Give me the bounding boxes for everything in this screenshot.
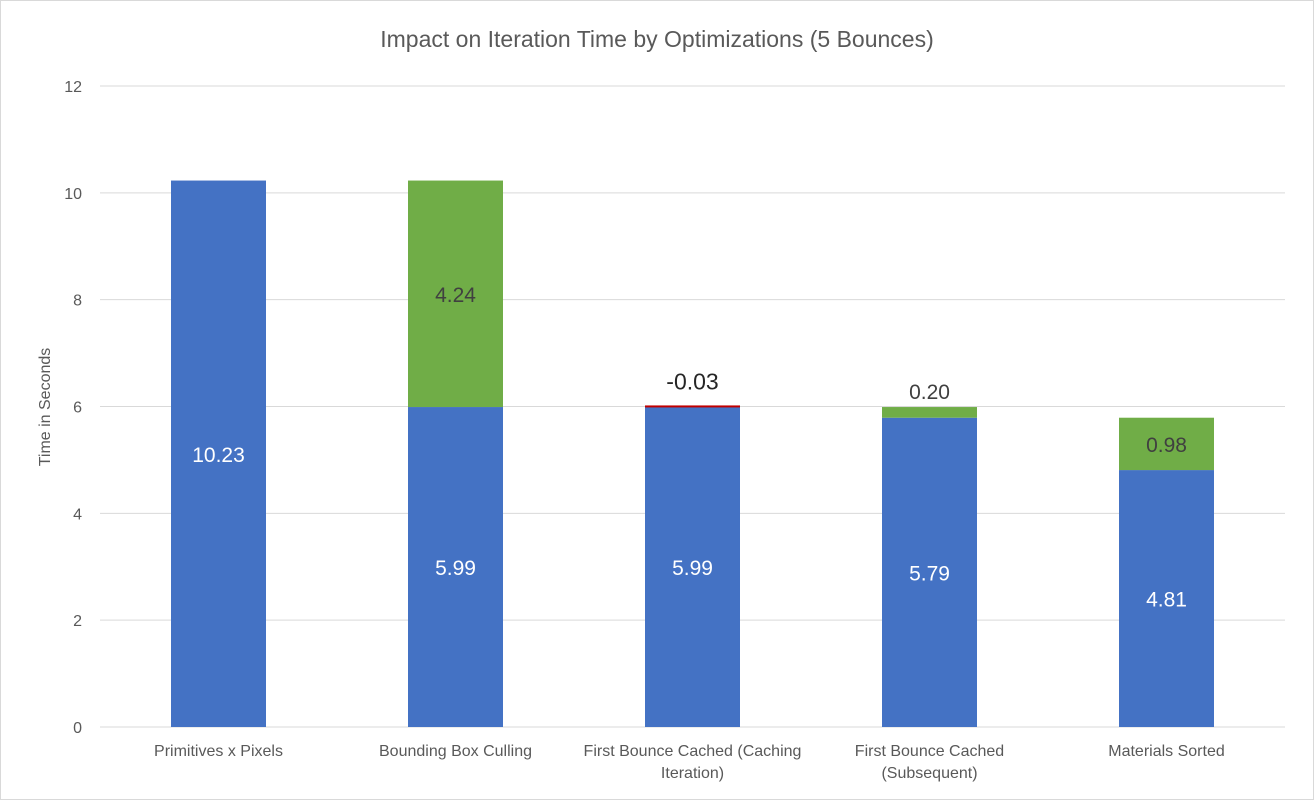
bar-decrement bbox=[645, 405, 740, 408]
y-tick-label: 6 bbox=[73, 400, 82, 417]
data-label-base: 4.81 bbox=[1146, 589, 1187, 612]
y-tick-label: 0 bbox=[73, 720, 82, 737]
x-category-label: First Bounce Cached (Caching Iteration) bbox=[584, 743, 802, 782]
x-category-label: Materials Sorted bbox=[1108, 743, 1225, 760]
bar-base bbox=[171, 180, 266, 728]
data-label-base: 5.99 bbox=[435, 557, 476, 580]
x-category-label: Primitives x Pixels bbox=[154, 743, 283, 760]
data-label-increment: 4.24 bbox=[435, 284, 476, 307]
chart-title: Impact on Iteration Time by Optimization… bbox=[380, 26, 934, 52]
data-label-increment: 0.20 bbox=[909, 381, 950, 404]
data-label-base: 5.99 bbox=[672, 557, 713, 580]
data-label-base: 5.79 bbox=[909, 562, 950, 585]
y-tick-label: 10 bbox=[64, 186, 82, 203]
bar-base bbox=[882, 417, 977, 727]
bar-base bbox=[1119, 470, 1214, 727]
bar-base bbox=[408, 407, 503, 727]
y-tick-label: 8 bbox=[73, 293, 82, 310]
bar-increment bbox=[1119, 417, 1214, 471]
y-tick-label: 4 bbox=[73, 506, 82, 523]
x-category-label: First Bounce Cached (Subsequent) bbox=[855, 743, 1004, 782]
y-tick-label: 12 bbox=[64, 79, 82, 96]
data-label-base: 10.23 bbox=[192, 444, 245, 467]
data-label-decrement: -0.03 bbox=[666, 368, 718, 394]
data-label-increment: 0.98 bbox=[1146, 434, 1187, 457]
bar-base bbox=[645, 407, 740, 727]
x-category-label: Bounding Box Culling bbox=[379, 743, 532, 760]
bar-increment bbox=[882, 407, 977, 418]
bar-increment bbox=[408, 180, 503, 408]
y-tick-label: 2 bbox=[73, 613, 82, 630]
